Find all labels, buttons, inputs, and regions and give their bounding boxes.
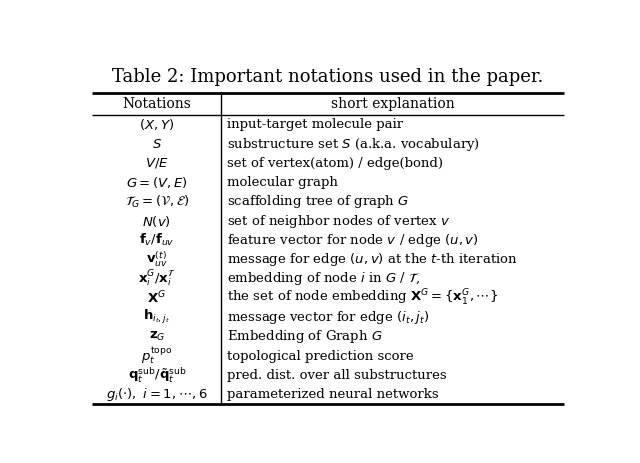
Text: input-target molecule pair: input-target molecule pair (227, 118, 403, 131)
Text: $S$: $S$ (152, 138, 162, 150)
Text: substructure set $S$ (a.k.a. vocabulary): substructure set $S$ (a.k.a. vocabulary) (227, 136, 480, 152)
Text: $N(v)$: $N(v)$ (143, 213, 172, 229)
Text: $\mathbf{q}_t^{\mathrm{sub}}/\tilde{\mathbf{q}}_t^{\mathrm{sub}}$: $\mathbf{q}_t^{\mathrm{sub}}/\tilde{\mat… (127, 366, 186, 385)
Text: $\mathbf{f}_v/\mathbf{f}_{uv}$: $\mathbf{f}_v/\mathbf{f}_{uv}$ (139, 232, 175, 249)
Text: $\mathbf{v}_{uv}^{(t)}$: $\mathbf{v}_{uv}^{(t)}$ (146, 250, 168, 269)
Text: Table 2: Important notations used in the paper.: Table 2: Important notations used in the… (112, 68, 544, 86)
Text: Embedding of Graph $G$: Embedding of Graph $G$ (227, 328, 383, 345)
Text: $\mathbf{z}_G$: $\mathbf{z}_G$ (148, 330, 165, 343)
Text: $\mathbf{x}_i^G/\mathbf{x}_i^{\mathcal{T}}$: $\mathbf{x}_i^G/\mathbf{x}_i^{\mathcal{T… (138, 269, 176, 289)
Text: $(X, Y)$: $(X, Y)$ (140, 117, 175, 132)
Text: $\mathcal{T}_G = (\mathcal{V}, \mathcal{E})$: $\mathcal{T}_G = (\mathcal{V}, \mathcal{… (125, 194, 189, 210)
Text: $p_t^{\mathrm{topo}}$: $p_t^{\mathrm{topo}}$ (141, 346, 173, 366)
Text: Notations: Notations (122, 97, 191, 111)
Text: $G = (V, E)$: $G = (V, E)$ (126, 175, 188, 190)
Text: set of neighbor nodes of vertex $v$: set of neighbor nodes of vertex $v$ (227, 213, 451, 230)
Text: $\mathbf{X}^G$: $\mathbf{X}^G$ (147, 290, 166, 307)
Text: $V/E$: $V/E$ (145, 156, 169, 170)
Text: $\mathbf{h}_{i_t, j_t}$: $\mathbf{h}_{i_t, j_t}$ (143, 308, 170, 326)
Text: the set of node embedding $\mathbf{X}^G = \{\mathbf{x}_1^G, \cdots\}$: the set of node embedding $\mathbf{X}^G … (227, 288, 499, 308)
Text: pred. dist. over all substructures: pred. dist. over all substructures (227, 369, 447, 382)
Text: set of vertex(atom) / edge(bond): set of vertex(atom) / edge(bond) (227, 157, 444, 170)
Text: message for edge $(u, v)$ at the $t$-th iteration: message for edge $(u, v)$ at the $t$-th … (227, 251, 518, 268)
Text: scaffolding tree of graph $G$: scaffolding tree of graph $G$ (227, 194, 410, 210)
Text: $g_i(\cdot),\ i = 1, \cdots, 6$: $g_i(\cdot),\ i = 1, \cdots, 6$ (106, 386, 208, 403)
Text: message vector for edge $(i_t, j_t)$: message vector for edge $(i_t, j_t)$ (227, 309, 430, 326)
Text: feature vector for node $v$ / edge $(u, v)$: feature vector for node $v$ / edge $(u, … (227, 232, 479, 249)
Text: embedding of node $i$ in $G$ / $\mathcal{T}$,: embedding of node $i$ in $G$ / $\mathcal… (227, 270, 420, 288)
Text: molecular graph: molecular graph (227, 176, 338, 189)
Text: short explanation: short explanation (331, 97, 454, 111)
Text: topological prediction score: topological prediction score (227, 350, 414, 363)
Text: parameterized neural networks: parameterized neural networks (227, 388, 439, 401)
